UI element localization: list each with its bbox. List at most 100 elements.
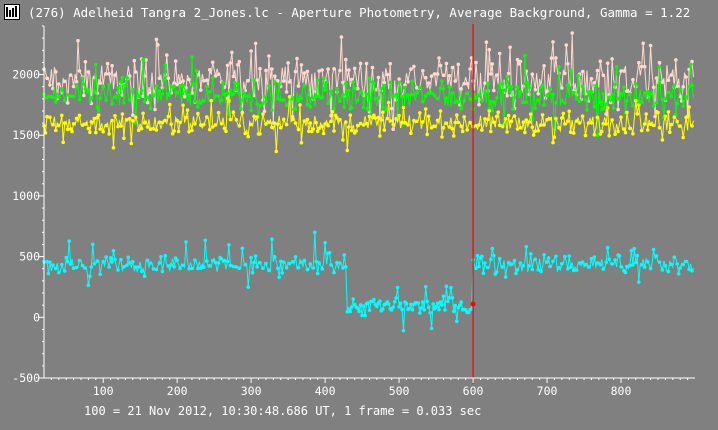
series-0	[42, 31, 694, 131]
series-point	[273, 80, 277, 84]
series-point	[131, 259, 135, 264]
series-point	[500, 81, 505, 85]
series-point	[450, 65, 455, 70]
series-point	[586, 265, 591, 269]
series-point	[456, 100, 461, 104]
series-point	[65, 101, 70, 105]
series-point	[416, 301, 421, 305]
series-point	[302, 83, 307, 88]
series-point	[654, 76, 659, 80]
series-point	[589, 121, 594, 125]
series-point	[625, 110, 629, 115]
series-point	[586, 90, 591, 94]
series-point	[678, 124, 682, 128]
series-point	[617, 254, 622, 258]
series-point	[205, 259, 209, 263]
series-point	[95, 259, 100, 263]
series-point	[276, 266, 280, 271]
series-point	[669, 94, 674, 99]
series-point	[406, 80, 410, 84]
series-point	[637, 99, 641, 104]
series-point	[468, 67, 472, 71]
series-point	[160, 269, 165, 274]
series-point	[456, 62, 461, 67]
series-point	[148, 261, 153, 265]
series-point	[429, 126, 434, 130]
series-point	[613, 132, 617, 136]
series-point	[225, 91, 230, 96]
series-point	[381, 307, 385, 311]
series-point	[619, 115, 623, 119]
series-point	[500, 265, 505, 269]
series-point	[341, 93, 345, 97]
series-point	[577, 99, 582, 103]
series-point	[96, 108, 101, 113]
series-point	[120, 75, 125, 80]
series-point	[354, 129, 359, 133]
series-point	[561, 111, 566, 116]
series-point	[141, 111, 145, 116]
series-point	[86, 283, 91, 288]
series-point	[560, 86, 564, 90]
series-point	[642, 91, 647, 95]
series-point	[255, 102, 259, 106]
series-point	[341, 266, 345, 270]
series-point	[68, 73, 73, 77]
series-point	[412, 118, 416, 123]
series-point	[296, 265, 301, 270]
series-point	[108, 256, 113, 260]
series-point	[690, 124, 694, 128]
series-point	[386, 302, 391, 306]
series-point	[660, 138, 665, 142]
series-point	[437, 56, 441, 60]
series-point	[45, 259, 49, 264]
series-point	[196, 105, 200, 109]
series-point	[681, 262, 685, 267]
series-point	[187, 267, 191, 271]
series-point	[338, 261, 342, 265]
series-point	[524, 100, 529, 105]
series-point	[296, 127, 301, 132]
series-point	[347, 88, 351, 93]
series-point	[625, 89, 629, 93]
series-point	[237, 266, 242, 271]
series-point	[631, 132, 635, 136]
series-point	[107, 72, 111, 76]
series-point	[82, 82, 86, 86]
series-point	[276, 79, 280, 83]
series-point	[657, 60, 662, 65]
series-point	[412, 92, 416, 97]
series-point	[202, 122, 206, 127]
series-point	[512, 258, 517, 263]
series-point	[239, 106, 243, 111]
series-point	[98, 272, 102, 277]
lightcurve-app-icon[interactable]	[4, 4, 20, 20]
series-point	[80, 76, 85, 80]
series-point	[622, 85, 626, 89]
series-point	[364, 121, 369, 126]
series-point	[429, 326, 434, 331]
series-point	[252, 260, 256, 265]
series-point	[594, 83, 598, 88]
series-point	[154, 128, 159, 132]
series-point	[355, 306, 360, 311]
series-point	[273, 121, 277, 126]
series-point	[657, 126, 662, 130]
series-point	[477, 93, 481, 98]
series-point	[119, 80, 123, 84]
series-point	[74, 79, 79, 84]
series-point	[276, 122, 280, 126]
series-point	[157, 76, 162, 81]
series-point	[601, 73, 606, 78]
y-tick-label: 1000	[12, 189, 40, 203]
series-point	[213, 74, 218, 78]
series-point	[287, 95, 292, 99]
series-point	[136, 265, 141, 269]
series-point	[45, 95, 49, 100]
series-point	[515, 127, 520, 131]
series-point	[605, 106, 610, 110]
series-point	[181, 83, 185, 88]
series-point	[153, 107, 157, 112]
series-point	[358, 61, 363, 66]
